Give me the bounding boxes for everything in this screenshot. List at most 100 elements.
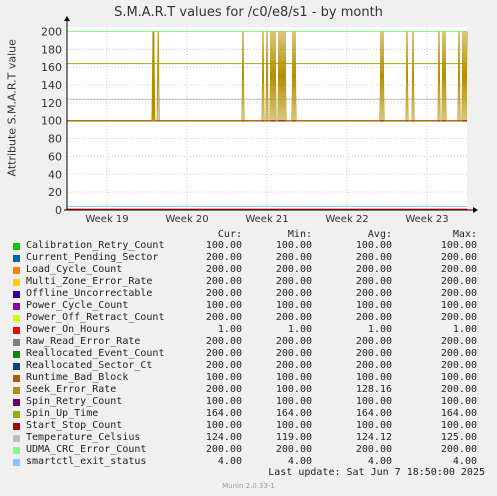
x-tick-label: Week 21 [245, 214, 288, 225]
x-tick-label: Week 22 [325, 214, 368, 225]
legend-row: Power_Off_Retract_Count 200.00 200.00 200.0… [0, 312, 497, 324]
legend-value-max: 200.00 [440, 276, 477, 287]
legend-row: smartctl_exit_status 4.00 4.00 4.00 4.00 [0, 456, 497, 468]
legend-series-name: smartctl_exit_status [26, 456, 147, 467]
legend-value-cur: 200.00 [205, 312, 242, 323]
legend-series-name: Current_Pending_Sector [26, 252, 159, 263]
legend-value-min: 100.00 [275, 396, 312, 407]
legend-swatch [13, 279, 20, 286]
legend-value-min: 200.00 [275, 264, 312, 275]
header-max: Max: [452, 229, 477, 240]
legend-value-max: 164.00 [440, 408, 477, 419]
legend-value-min: 100.00 [275, 420, 312, 431]
legend-value-cur: 200.00 [205, 360, 242, 371]
legend-series-name: Reallocated_Event_Count [26, 348, 165, 359]
legend-series-name: Offline_Uncorrectable [26, 288, 153, 299]
legend-value-cur: 200.00 [205, 348, 242, 359]
legend-value-min: 1.00 [287, 324, 312, 335]
legend-row: Temperature_Celsius 124.00 119.00 124.12 125… [0, 432, 497, 444]
legend-row: Start_Stop_Count 100.00 100.00 100.00 100.00 [0, 420, 497, 432]
legend-value-cur: 200.00 [205, 336, 242, 347]
legend-value-min: 100.00 [275, 372, 312, 383]
legend-value-min: 119.00 [275, 432, 312, 443]
legend-value-max: 200.00 [440, 252, 477, 263]
legend-series-name: Calibration_Retry_Count [26, 240, 165, 251]
legend-value-max: 4.00 [452, 456, 477, 467]
legend-value-avg: 100.00 [355, 420, 392, 431]
legend-swatch [13, 375, 20, 382]
legend-row: Runtime_Bad_Block 100.00 100.00 100.00 100.0… [0, 372, 497, 384]
legend-row: Spin_Retry_Count 100.00 100.00 100.00 100.00 [0, 396, 497, 408]
legend-series-name: Spin_Up_Time [26, 408, 99, 419]
legend-row: Power_Cycle_Count 100.00 100.00 100.00 100.0… [0, 300, 497, 312]
legend-value-max: 200.00 [440, 444, 477, 455]
legend-value-cur: 100.00 [205, 396, 242, 407]
x-tick-label: Week 23 [405, 214, 448, 225]
legend-series-name: Start_Stop_Count [26, 420, 123, 431]
legend-value-avg: 200.00 [355, 312, 392, 323]
legend-series-name: Runtime_Bad_Block [26, 372, 129, 383]
legend-value-max: 200.00 [440, 348, 477, 359]
last-update: Last update: Sat Jun 7 18:50:00 2025 [268, 467, 485, 478]
legend-value-max: 200.00 [440, 384, 477, 395]
legend-value-avg: 1.00 [367, 324, 392, 335]
legend-row: Offline_Uncorrectable 200.00 200.00 200.00 2… [0, 288, 497, 300]
legend-swatch [13, 303, 20, 310]
legend-swatch [13, 291, 20, 298]
legend-value-max: 1.00 [452, 324, 477, 335]
legend-value-max: 200.00 [440, 312, 477, 323]
legend-value-min: 200.00 [275, 348, 312, 359]
legend-value-max: 100.00 [440, 372, 477, 383]
legend-value-min: 200.00 [275, 360, 312, 371]
legend-value-max: 200.00 [440, 288, 477, 299]
legend-swatch [13, 267, 20, 274]
legend-value-min: 164.00 [275, 408, 312, 419]
y-tick-label: 160 [41, 61, 62, 74]
legend-swatch [13, 447, 20, 454]
legend-swatch [13, 363, 20, 370]
legend-row: Current_Pending_Sector 200.00 200.00 200.00… [0, 252, 497, 264]
plot-area: 0 20 40 60 80 100 120 140 160 180 200 Week 19 Week 2… [41, 16, 478, 225]
legend-value-avg: 200.00 [355, 348, 392, 359]
x-axis-arrow [473, 207, 478, 213]
legend-row: Multi_Zone_Error_Rate 200.00 200.00 200.00 2… [0, 276, 497, 288]
legend-series-name: Temperature_Celsius [26, 432, 141, 443]
legend-value-avg: 100.00 [355, 372, 392, 383]
legend-value-cur: 200.00 [205, 444, 242, 455]
legend-value-min: 200.00 [275, 288, 312, 299]
legend-series-name: Reallocated_Sector_Ct [26, 360, 153, 371]
legend-series-name: Spin_Retry_Count [26, 396, 123, 407]
y-tick-label: 100 [41, 115, 62, 128]
legend-row: Seek_Error_Rate 200.00 100.00 128.16 200.00 [0, 384, 497, 396]
legend-value-min: 100.00 [275, 240, 312, 251]
legend-value-cur: 4.00 [217, 456, 242, 467]
legend-value-max: 125.00 [440, 432, 477, 443]
legend-row: Reallocated_Sector_Ct 200.00 200.00 200.00 2… [0, 360, 497, 372]
legend-value-avg: 124.12 [355, 432, 392, 443]
y-tick-label: 40 [48, 168, 62, 181]
munin-version: Munin 2.0.33-1 [222, 482, 275, 490]
legend-value-avg: 200.00 [355, 252, 392, 263]
legend-value-cur: 100.00 [205, 240, 242, 251]
legend-series-name: Seek_Error_Rate [26, 384, 117, 395]
header-cur: Cur: [217, 229, 242, 240]
series-line-Seek_Error_Rate [67, 31, 468, 122]
legend-value-avg: 200.00 [355, 288, 392, 299]
legend-value-cur: 100.00 [205, 420, 242, 431]
legend-row: Calibration_Retry_Count 100.00 100.00 100.0… [0, 240, 497, 252]
legend-value-cur: 200.00 [205, 288, 242, 299]
legend-row: Load_Cycle_Count 200.00 200.00 200.00 200.00 [0, 264, 497, 276]
legend-row: UDMA_CRC_Error_Count 200.00 200.00 200.00 20… [0, 444, 497, 456]
legend-value-avg: 200.00 [355, 264, 392, 275]
y-tick-label: 140 [41, 79, 62, 92]
legend-value-min: 200.00 [275, 444, 312, 455]
header-avg: Avg: [367, 229, 392, 240]
x-tick-label: Week 19 [85, 214, 128, 225]
legend-value-min: 4.00 [287, 456, 312, 467]
header-min: Min: [287, 229, 312, 240]
legend-value-cur: 200.00 [205, 264, 242, 275]
chart-title: S.M.A.R.T values for /c0/e8/s1 - by mont… [114, 5, 383, 20]
legend-value-min: 100.00 [275, 300, 312, 311]
legend-series-name: Load_Cycle_Count [26, 264, 123, 275]
